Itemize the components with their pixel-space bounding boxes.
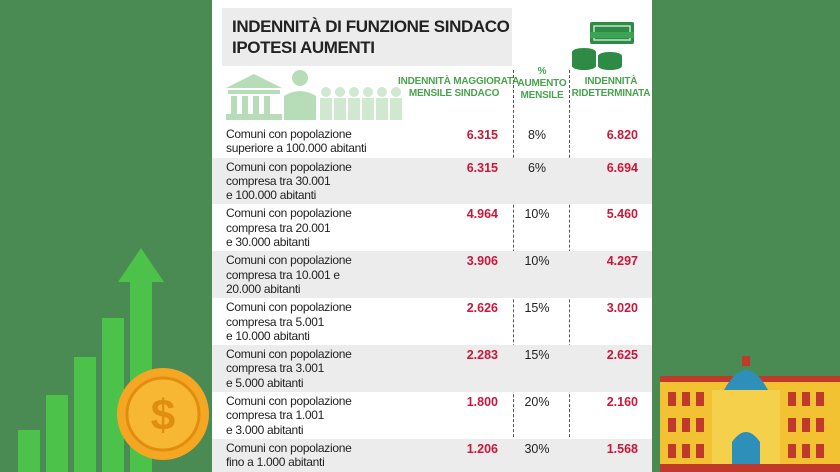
mayor-icon [226, 70, 402, 120]
header-line: MENSILE SINDACO [408, 88, 500, 99]
label-line: Comuni con popolazione [226, 206, 352, 221]
label-line: e 10.000 abitanti [226, 328, 310, 343]
label-line: Comuni con popolazione [226, 127, 352, 141]
base-allowance: 6.315 [466, 128, 498, 142]
svg-text:$: $ [151, 391, 175, 440]
row-label: Comuni con popolazione superiore a 100.00… [226, 127, 652, 156]
base-allowance: 2.626 [466, 301, 498, 316]
table-row: Comuni con popolazione superiore a 100.00… [212, 125, 652, 158]
increase-percent: 10% [524, 207, 550, 222]
new-allowance: 4.297 [606, 254, 638, 269]
label-line: Comuni con popolazione [226, 300, 352, 315]
label-line: compresa tra 3.001 [226, 361, 324, 376]
header-line: INDENNITÀ MAGGIORATA [398, 76, 520, 87]
increase-percent: 30% [524, 441, 550, 456]
new-allowance: 2.160 [606, 395, 638, 410]
table-row: Comuni con popolazione compresa tra 20.00… [212, 204, 652, 251]
label-line: e 5.000 abitanti [226, 375, 304, 390]
infographic: INDENNITÀ DI FUNZIONE SINDACO IPOTESI AU… [212, 0, 652, 472]
increase-percent: 8% [527, 128, 547, 142]
new-allowance: 2.625 [606, 348, 638, 363]
title-box: INDENNITÀ DI FUNZIONE SINDACO IPOTESI AU… [222, 8, 512, 66]
row-label: Comuni con popolazione compresa tra 10.00… [226, 253, 652, 296]
base-allowance: 4.964 [466, 207, 498, 222]
label-line: compresa tra 20.001 [226, 220, 331, 235]
label-line: 20.000 abitanti [226, 281, 301, 296]
row-label: Comuni con popolazione compresa tra 5.001… [226, 300, 652, 343]
title-line: IPOTESI AUMENTI [232, 38, 375, 57]
row-label: Comuni con popolazione compresa tra 30.00… [226, 160, 652, 203]
label-line: compresa tra 30.001 [226, 173, 331, 188]
table-body: Comuni con popolazione superiore a 100.00… [212, 125, 652, 472]
table-row: Comuni con popolazione compresa tra 5.001… [212, 298, 652, 345]
base-allowance: 6.315 [466, 160, 498, 175]
base-allowance: 1.206 [466, 441, 498, 456]
growth-illustration: $ [18, 248, 209, 472]
label-line: Comuni con popolazione [226, 347, 352, 362]
header-line: % [537, 66, 547, 77]
base-allowance: 2.283 [466, 348, 498, 363]
new-allowance: 6.694 [606, 160, 638, 175]
new-allowance: 1.568 [606, 441, 638, 456]
row-label: Comuni con popolazione compresa tra 3.001… [226, 347, 652, 390]
table-row: Comuni con popolazione compresa tra 1.001… [212, 392, 652, 439]
label-line: superiore a 100.000 abitanti [226, 141, 367, 156]
label-line: e 3.000 abitanti [226, 422, 304, 437]
label-line: e 30.000 abitanti [226, 235, 310, 250]
base-allowance: 1.800 [466, 395, 498, 410]
header-line: RIDETERMINATA [571, 88, 651, 99]
table-row: Comuni con popolazione compresa tra 3.001… [212, 345, 652, 393]
label-line: compresa tra 5.001 [226, 314, 324, 329]
table-row: Comuni con popolazione compresa tra 10.00… [212, 251, 652, 299]
header-line: MENSILE [520, 90, 564, 101]
label-line: Comuni con popolazione [226, 253, 352, 268]
new-allowance: 6.820 [606, 128, 638, 142]
new-allowance: 3.020 [606, 301, 638, 316]
header-line: AUMENTO [517, 78, 567, 89]
money-icon [572, 22, 634, 70]
column-header: % AUMENTO MENSILE [514, 66, 570, 102]
row-label: Comuni con popolazione fino a 1.000 abita… [226, 441, 652, 470]
column-header: INDENNITÀ RIDETERMINATA [570, 76, 652, 100]
increase-percent: 15% [524, 301, 550, 316]
label-line: Comuni con popolazione [226, 394, 352, 409]
base-allowance: 3.906 [466, 254, 498, 269]
row-label: Comuni con popolazione compresa tra 20.00… [226, 206, 652, 249]
label-line: Comuni con popolazione [226, 159, 352, 174]
table-row: Comuni con popolazione fino a 1.000 abita… [212, 438, 652, 472]
column-header: INDENNITÀ MAGGIORATA MENSILE SINDACO [398, 76, 520, 100]
increase-percent: 10% [524, 254, 550, 269]
label-line: compresa tra 1.001 [226, 408, 324, 423]
new-allowance: 5.460 [606, 207, 638, 222]
header-line: INDENNITÀ [584, 76, 638, 87]
label-line: compresa tra 10.001 e [226, 267, 340, 282]
increase-percent: 6% [527, 160, 547, 175]
building-illustration [660, 356, 840, 472]
label-line: Comuni con popolazione [226, 440, 352, 455]
title-line: INDENNITÀ DI FUNZIONE SINDACO [232, 17, 510, 36]
increase-percent: 20% [524, 395, 550, 410]
table-row: Comuni con popolazione compresa tra 30.00… [212, 157, 652, 205]
increase-percent: 15% [524, 348, 550, 363]
label-line: e 100.000 abitanti [226, 188, 317, 203]
row-label: Comuni con popolazione compresa tra 1.001… [226, 394, 652, 437]
label-line: fino a 1.000 abitanti [226, 455, 325, 470]
